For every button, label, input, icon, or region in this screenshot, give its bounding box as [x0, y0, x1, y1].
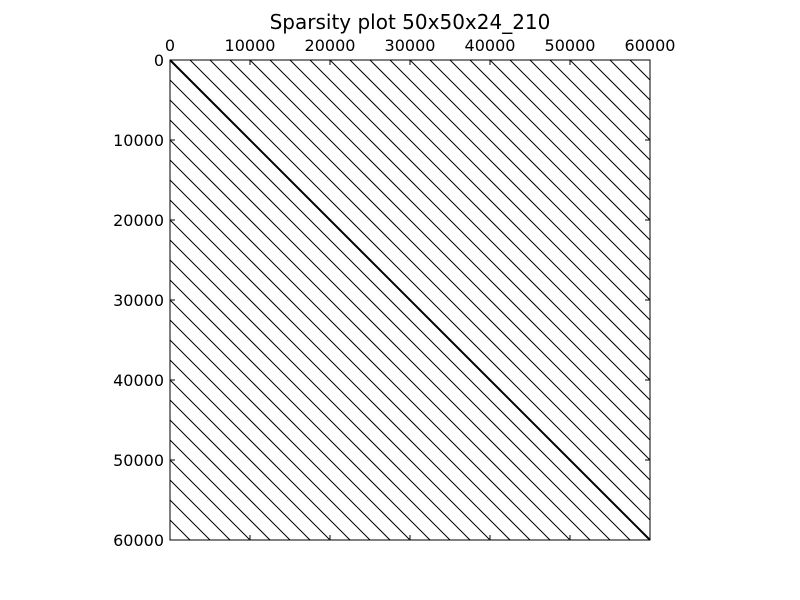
y-tick-label: 50000 [113, 451, 164, 470]
diagonal-band [169, 139, 571, 541]
y-tick-label: 40000 [113, 371, 164, 390]
diagonal-band [449, 59, 651, 261]
diagonal-band [529, 59, 651, 181]
diagonal-band [169, 339, 371, 541]
diagonal-band [409, 59, 651, 301]
diagonal-band [569, 59, 651, 141]
x-tick-label: 50000 [545, 36, 596, 55]
diagonal-band [189, 59, 651, 521]
diagonal-band [169, 99, 611, 541]
diagonal-band [269, 59, 651, 441]
x-tick-label: 10000 [225, 36, 276, 55]
diagonal-band [629, 59, 651, 81]
x-tick-label: 60000 [625, 36, 676, 55]
diagonal-band [169, 399, 311, 541]
main-diagonal [169, 59, 651, 541]
diagonal-band [169, 479, 231, 541]
y-tick-label: 20000 [113, 211, 164, 230]
diagonal-band [169, 419, 291, 541]
diagonal-band [469, 59, 651, 241]
diagonal-band [329, 59, 651, 381]
y-tick-label: 30000 [113, 291, 164, 310]
diagonal-band [249, 59, 651, 461]
diagonal-band [489, 59, 651, 221]
diagonal-band [169, 359, 351, 541]
diagonal-series [169, 59, 651, 541]
x-tick-labels: 0 10000 20000 30000 40000 50000 60000 [165, 36, 676, 55]
diagonal-band [209, 59, 651, 501]
diagonal-band [169, 379, 331, 541]
x-tick-label: 40000 [465, 36, 516, 55]
x-tick-label: 0 [165, 36, 175, 55]
diagonal-band [429, 59, 651, 281]
diagonal-band [169, 299, 411, 541]
diagonal-band [169, 79, 631, 541]
diagonal-band [549, 59, 651, 161]
diagonal-band [369, 59, 651, 341]
diagonal-band [169, 219, 491, 541]
diagonal-band [589, 59, 651, 121]
diagonal-band [609, 59, 651, 101]
diagonal-band [169, 499, 211, 541]
x-tick-label: 20000 [305, 36, 356, 55]
diagonal-band [169, 439, 271, 541]
diagonal-band [169, 239, 471, 541]
x-tick-label: 30000 [385, 36, 436, 55]
diagonal-band [169, 519, 191, 541]
diagonal-band [229, 59, 651, 481]
diagonal-band [509, 59, 651, 201]
diagonal-band [169, 199, 511, 541]
diagonal-band [349, 59, 651, 361]
diagonal-band [309, 59, 651, 401]
diagonal-band [289, 59, 651, 421]
chart-title: Sparsity plot 50x50x24_210 [270, 10, 551, 34]
axis-ticks [169, 59, 651, 541]
diagonal-band [169, 159, 551, 541]
y-tick-labels: 0 10000 20000 30000 40000 50000 60000 [113, 51, 164, 550]
diagonal-band [169, 119, 591, 541]
diagonal-band [169, 259, 451, 541]
y-tick-label: 60000 [113, 531, 164, 550]
diagonal-band [169, 279, 431, 541]
y-tick-label: 0 [154, 51, 164, 70]
diagonal-band [169, 459, 251, 541]
diagonal-band [389, 59, 651, 321]
diagonal-band [169, 319, 391, 541]
diagonal-band [169, 179, 531, 541]
y-tick-label: 10000 [113, 131, 164, 150]
